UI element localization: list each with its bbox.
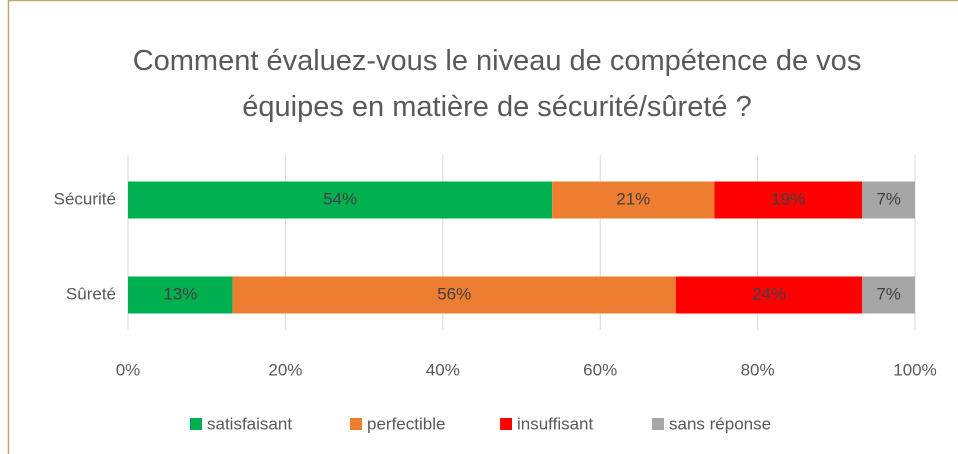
legend-swatch: [350, 418, 362, 430]
legend-swatch: [500, 418, 512, 430]
legend-label: perfectible: [367, 414, 445, 433]
x-tick-label: 80%: [741, 360, 775, 379]
legend-label: sans réponse: [669, 414, 771, 433]
legend-swatch: [190, 418, 202, 430]
y-tick-label: Sécurité: [54, 189, 116, 208]
data-label: 24%: [752, 284, 786, 303]
legend-swatch: [652, 418, 664, 430]
x-tick-label: 20%: [268, 360, 302, 379]
legend-label: insuffisant: [517, 414, 594, 433]
y-tick-label: Sûreté: [66, 284, 116, 303]
x-tick-label: 40%: [426, 360, 460, 379]
bar-segment: [232, 276, 676, 314]
chart-title: Comment évaluez-vous le niveau de compét…: [132, 45, 862, 123]
x-tick-label: 100%: [893, 360, 936, 379]
data-label: 7%: [876, 189, 901, 208]
data-label: 21%: [616, 189, 650, 208]
bar-segment: [714, 181, 863, 219]
bar-segment: [128, 276, 233, 314]
data-label: 19%: [771, 189, 805, 208]
data-label: 7%: [876, 284, 901, 303]
chart-frame: [7, 0, 958, 454]
legend-label: satisfaisant: [207, 414, 292, 433]
data-label: 56%: [437, 284, 471, 303]
bar-segment: [862, 181, 915, 219]
data-label: 13%: [163, 284, 197, 303]
bar-segment: [862, 276, 915, 314]
bar-segment: [128, 181, 553, 219]
data-label: 54%: [323, 189, 357, 208]
bar-segment: [552, 181, 715, 219]
x-tick-label: 0%: [116, 360, 141, 379]
bar-segment: [675, 276, 863, 314]
x-tick-label: 60%: [583, 360, 617, 379]
